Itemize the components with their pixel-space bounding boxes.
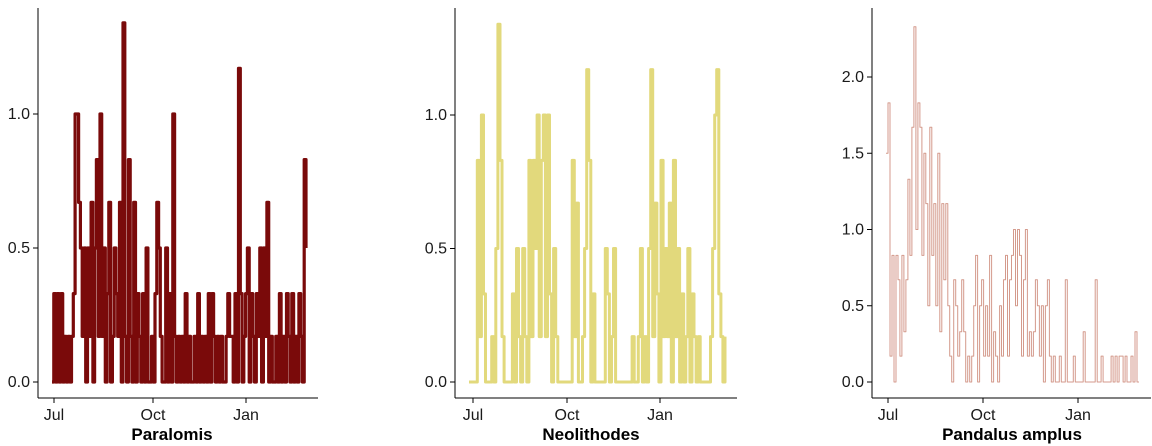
panel-title: Paralomis xyxy=(131,425,212,444)
y-tick-label: 1.0 xyxy=(842,222,864,239)
y-tick-label: 0.0 xyxy=(425,374,447,391)
y-tick-label: 0.5 xyxy=(425,241,447,258)
series-line xyxy=(469,22,727,384)
y-tick-label: 0.0 xyxy=(8,374,30,391)
y-tick-label: 0.5 xyxy=(8,240,30,257)
x-tick-label: Jan xyxy=(233,407,259,424)
y-tick-label: 2.0 xyxy=(842,69,864,86)
panel-title: Pandalus amplus xyxy=(942,425,1082,444)
x-tick-label: Oct xyxy=(971,407,996,424)
x-tick-label: Jan xyxy=(647,407,673,424)
x-tick-label: Jul xyxy=(44,407,64,424)
panel-title: Neolithodes xyxy=(542,425,639,444)
y-tick-label: 1.0 xyxy=(8,106,30,123)
chart-panel-2: 0.0 0.5 1.0 Jul Oct Jan Neolithodes xyxy=(425,8,737,444)
series-line xyxy=(886,26,1139,383)
y-tick-label: 0.5 xyxy=(842,298,864,315)
y-tick-label: 1.5 xyxy=(842,145,864,162)
y-tick-label: 0.0 xyxy=(842,374,864,391)
series-line xyxy=(52,21,308,384)
x-tick-label: Jul xyxy=(463,407,483,424)
x-tick-label: Oct xyxy=(555,407,580,424)
chart-panel-1: 0.0 0.5 1.0 Jul Oct Jan Paralomis xyxy=(8,8,318,444)
x-tick-label: Jul xyxy=(878,407,898,424)
x-tick-label: Jan xyxy=(1065,407,1091,424)
x-tick-label: Oct xyxy=(141,407,166,424)
y-tick-label: 1.0 xyxy=(425,107,447,124)
